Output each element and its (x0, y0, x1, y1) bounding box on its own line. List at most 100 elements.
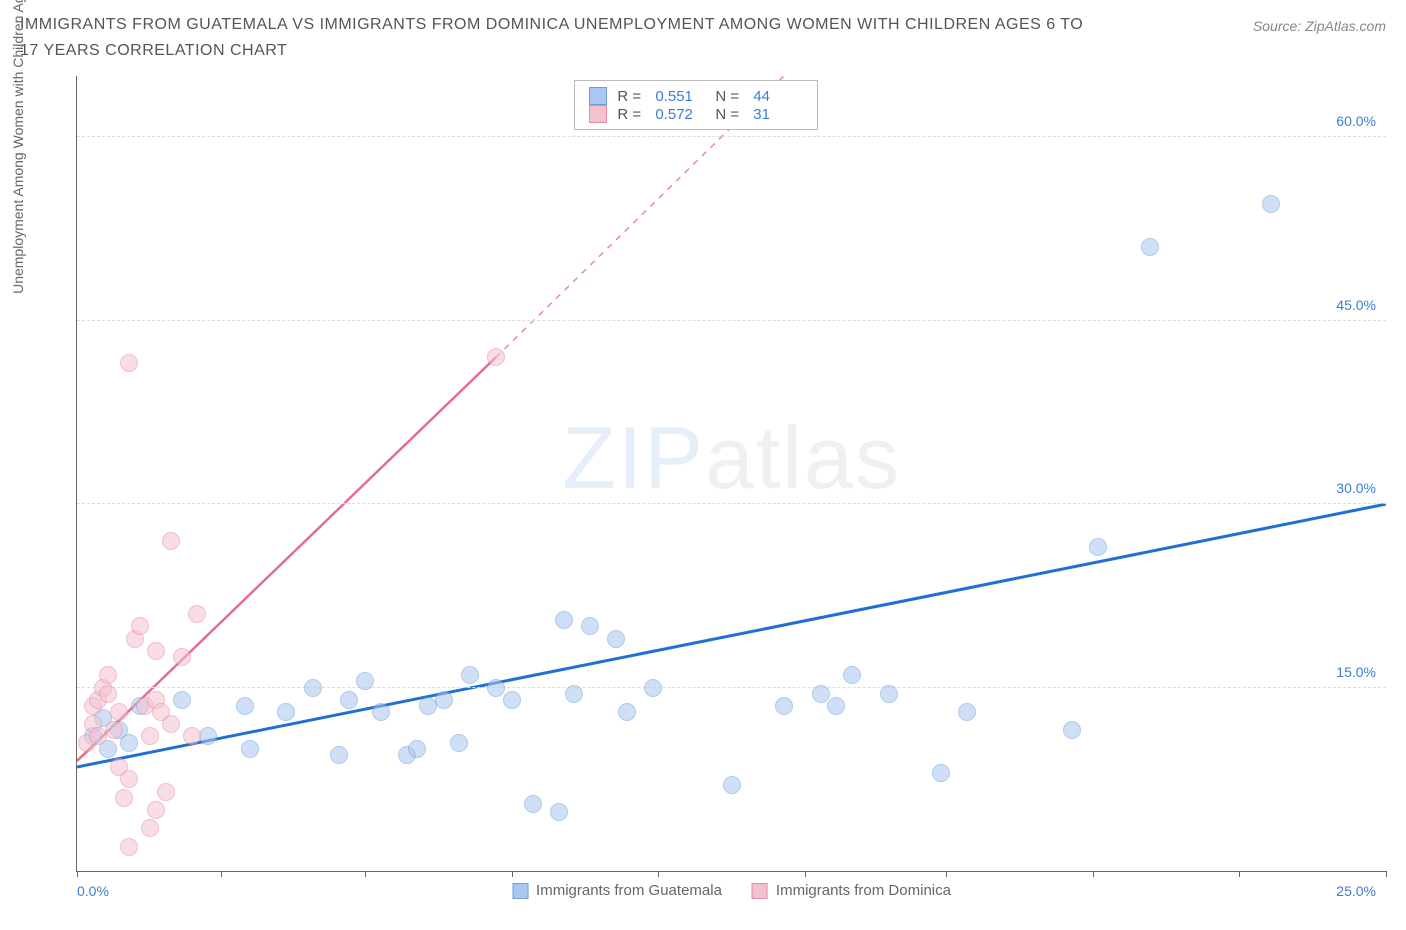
data-point (147, 642, 165, 660)
data-point (99, 666, 117, 684)
trend-lines-layer (77, 76, 1386, 871)
data-point (330, 746, 348, 764)
data-point (607, 630, 625, 648)
x-tick (658, 871, 659, 877)
data-point (618, 703, 636, 721)
source-name: ZipAtlas.com (1305, 18, 1386, 34)
data-point (487, 679, 505, 697)
data-point (843, 666, 861, 684)
x-tick (221, 871, 222, 877)
data-point (141, 819, 159, 837)
x-tick (805, 871, 806, 877)
data-point (147, 801, 165, 819)
trend-line (77, 504, 1386, 767)
data-point (277, 703, 295, 721)
x-axis-min-label: 0.0% (77, 883, 109, 899)
x-tick (77, 871, 78, 877)
data-point (115, 789, 133, 807)
y-tick-label: 30.0% (1336, 480, 1376, 496)
stat-n-label: N = (715, 106, 743, 123)
legend-label: Immigrants from Guatemala (536, 882, 722, 899)
legend-item: Immigrants from Dominica (752, 882, 951, 899)
data-point (644, 679, 662, 697)
legend-label: Immigrants from Dominica (776, 882, 951, 899)
stat-n-value-dominica: 31 (753, 106, 803, 123)
y-tick-label: 15.0% (1336, 664, 1376, 680)
data-point (99, 685, 117, 703)
legend-item: Immigrants from Guatemala (512, 882, 722, 899)
y-axis-label: Unemployment Among Women with Children A… (10, 0, 26, 294)
data-point (340, 691, 358, 709)
swatch-guatemala (589, 87, 607, 105)
data-point (241, 740, 259, 758)
data-point (183, 727, 201, 745)
data-point (162, 532, 180, 550)
data-point (141, 727, 159, 745)
watermark-part-b: atlas (705, 408, 901, 507)
data-point (199, 727, 217, 745)
stat-r-value-guatemala: 0.551 (655, 88, 705, 105)
data-point (105, 721, 123, 739)
data-point (880, 685, 898, 703)
data-point (157, 783, 175, 801)
data-point (775, 697, 793, 715)
data-point (408, 740, 426, 758)
data-point (550, 803, 568, 821)
data-point (932, 764, 950, 782)
data-point (450, 734, 468, 752)
gridline (77, 320, 1386, 321)
data-point (524, 795, 542, 813)
data-point (120, 734, 138, 752)
swatch-dominica (589, 105, 607, 123)
correlation-stats-box: R = 0.551 N = 44 R = 0.572 N = 31 (574, 80, 818, 130)
data-point (435, 691, 453, 709)
data-point (188, 605, 206, 623)
x-tick (1386, 871, 1387, 877)
gridline (77, 136, 1386, 137)
x-tick (1239, 871, 1240, 877)
y-tick-label: 45.0% (1336, 297, 1376, 313)
source-prefix: Source: (1253, 18, 1305, 34)
gridline (77, 503, 1386, 504)
data-point (487, 348, 505, 366)
data-point (723, 776, 741, 794)
data-point (120, 354, 138, 372)
data-point (356, 672, 374, 690)
stat-r-value-dominica: 0.572 (655, 106, 705, 123)
stats-row-guatemala: R = 0.551 N = 44 (589, 87, 803, 105)
data-point (173, 648, 191, 666)
stat-r-label: R = (617, 106, 645, 123)
data-point (304, 679, 322, 697)
data-point (827, 697, 845, 715)
chart-title: IMMIGRANTS FROM GUATEMALA VS IMMIGRANTS … (20, 12, 1100, 63)
legend-swatch (512, 883, 528, 899)
data-point (110, 703, 128, 721)
header: IMMIGRANTS FROM GUATEMALA VS IMMIGRANTS … (0, 0, 1406, 71)
stat-r-label: R = (617, 88, 645, 105)
gridline (77, 687, 1386, 688)
data-point (1063, 721, 1081, 739)
data-point (565, 685, 583, 703)
watermark-part-a: ZIP (562, 408, 705, 507)
data-point (162, 715, 180, 733)
source-attribution: Source: ZipAtlas.com (1253, 18, 1386, 34)
x-tick (365, 871, 366, 877)
data-point (1262, 195, 1280, 213)
data-point (1141, 238, 1159, 256)
legend: Immigrants from Guatemala Immigrants from… (512, 882, 951, 899)
stats-row-dominica: R = 0.572 N = 31 (589, 105, 803, 123)
data-point (503, 691, 521, 709)
legend-swatch (752, 883, 768, 899)
data-point (1089, 538, 1107, 556)
chart-area: Unemployment Among Women with Children A… (20, 76, 1386, 910)
data-point (173, 691, 191, 709)
data-point (581, 617, 599, 635)
x-axis-max-label: 25.0% (1336, 883, 1376, 899)
data-point (461, 666, 479, 684)
data-point (555, 611, 573, 629)
x-tick (512, 871, 513, 877)
stat-n-value-guatemala: 44 (753, 88, 803, 105)
y-tick-label: 60.0% (1336, 113, 1376, 129)
data-point (236, 697, 254, 715)
data-point (958, 703, 976, 721)
